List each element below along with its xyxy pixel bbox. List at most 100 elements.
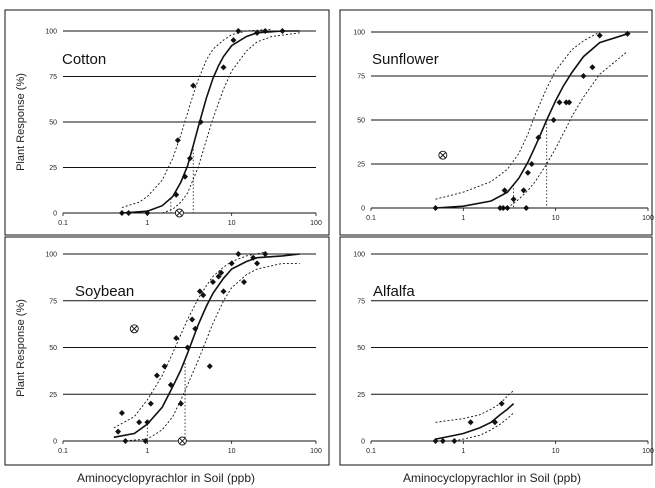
data-point bbox=[504, 205, 511, 211]
data-point bbox=[439, 438, 446, 444]
data-point bbox=[122, 438, 129, 444]
x-tick-label: 0.1 bbox=[58, 220, 68, 227]
data-point bbox=[254, 29, 261, 36]
fit-curve bbox=[113, 253, 300, 439]
x-axis-label-right: Aminocyclopyrachlor in Soil (ppb) bbox=[403, 471, 581, 485]
data-point bbox=[136, 419, 143, 426]
ci-upper-line bbox=[121, 28, 272, 208]
data-point bbox=[197, 119, 204, 125]
fit-curve bbox=[435, 403, 515, 440]
y-tick-label: 50 bbox=[357, 118, 365, 125]
data-point bbox=[173, 191, 180, 198]
y-tick-label: 75 bbox=[49, 74, 57, 81]
data-point bbox=[144, 210, 151, 216]
data-point bbox=[596, 32, 603, 39]
outlier-point bbox=[438, 150, 448, 160]
data-point bbox=[589, 64, 596, 71]
data-point bbox=[624, 30, 631, 37]
data-point bbox=[189, 316, 196, 323]
data-point bbox=[218, 269, 225, 276]
data-point bbox=[190, 82, 197, 89]
data-point bbox=[262, 28, 269, 34]
data-point bbox=[491, 419, 498, 426]
ci-upper-line bbox=[435, 31, 600, 200]
y-tick-label: 75 bbox=[357, 74, 365, 81]
x-tick-label: 100 bbox=[310, 220, 322, 227]
data-point bbox=[115, 428, 122, 435]
y-tick-label: 100 bbox=[45, 252, 57, 259]
x-tick-label: 10 bbox=[552, 448, 560, 455]
y-tick-label: 50 bbox=[49, 345, 57, 352]
data-point bbox=[240, 279, 247, 286]
x-tick-label: 100 bbox=[310, 448, 322, 455]
y-tick-label: 0 bbox=[53, 211, 57, 218]
x-tick-label: 100 bbox=[642, 448, 654, 455]
data-point bbox=[432, 438, 439, 444]
data-point bbox=[118, 409, 125, 416]
data-point bbox=[250, 254, 257, 261]
x-tick-label: 0.1 bbox=[366, 215, 376, 222]
y-tick-label: 25 bbox=[357, 162, 365, 169]
data-point bbox=[550, 117, 557, 123]
y-tick-label: 100 bbox=[353, 252, 365, 259]
data-point bbox=[510, 196, 517, 203]
species-label: Cotton bbox=[62, 51, 106, 68]
data-point bbox=[524, 169, 531, 176]
data-point bbox=[262, 251, 269, 257]
fit-curve bbox=[121, 30, 300, 214]
panel-frame bbox=[339, 236, 653, 466]
ci-lower-line bbox=[162, 32, 300, 214]
outlier-point bbox=[129, 324, 139, 334]
x-tick-label: 0.1 bbox=[58, 448, 68, 455]
y-tick-label: 100 bbox=[45, 29, 57, 36]
outlier-point bbox=[174, 208, 184, 218]
data-point bbox=[209, 279, 216, 286]
data-point bbox=[200, 292, 207, 299]
data-point bbox=[520, 187, 527, 194]
data-point bbox=[196, 288, 203, 295]
data-point bbox=[153, 372, 160, 379]
x-tick-label: 1 bbox=[461, 215, 465, 222]
panel-alfalfa: 0 25 50 75 100 0.1 1 10 100 Alfalfa bbox=[339, 236, 654, 466]
y-tick-label: 50 bbox=[49, 120, 57, 127]
y-axis-label-bottom: Plant Response (%) bbox=[15, 299, 27, 397]
data-point bbox=[500, 205, 507, 211]
data-point bbox=[230, 37, 237, 44]
y-tick-label: 25 bbox=[49, 165, 57, 172]
y-tick-label: 100 bbox=[353, 30, 365, 37]
data-point bbox=[192, 325, 199, 332]
ci-upper-line bbox=[113, 251, 266, 429]
data-point bbox=[279, 28, 286, 34]
ci-upper-line bbox=[435, 390, 514, 423]
data-point bbox=[167, 381, 174, 388]
x-tick-label: 1 bbox=[145, 220, 149, 227]
y-tick-label: 50 bbox=[357, 345, 365, 352]
data-point bbox=[161, 363, 168, 370]
x-axis-label-left: Aminocyclopyrachlor in Soil (ppb) bbox=[77, 471, 255, 485]
ci-lower-line bbox=[121, 262, 300, 442]
ci-lower-line bbox=[507, 51, 628, 209]
data-point bbox=[215, 273, 222, 280]
x-tick-label: 1 bbox=[145, 448, 149, 455]
x-tick-label: 1 bbox=[461, 448, 465, 455]
data-point bbox=[144, 419, 151, 426]
panel-frame bbox=[4, 236, 330, 466]
x-tick-label: 10 bbox=[552, 215, 560, 222]
data-point bbox=[125, 210, 132, 216]
x-tick-label: 100 bbox=[642, 215, 654, 222]
panel-frame bbox=[339, 9, 653, 236]
data-point bbox=[501, 187, 508, 194]
data-point bbox=[254, 260, 261, 267]
y-tick-label: 75 bbox=[49, 298, 57, 305]
y-tick-label: 0 bbox=[361, 439, 365, 446]
outlier-point bbox=[177, 436, 187, 446]
data-point bbox=[186, 155, 193, 162]
data-point bbox=[147, 400, 154, 407]
data-point bbox=[523, 205, 530, 211]
fit-curve bbox=[435, 33, 628, 209]
y-tick-label: 25 bbox=[357, 392, 365, 399]
y-axis-label-top: Plant Response (%) bbox=[15, 73, 27, 171]
panel-soybean: 0 25 50 75 100 0.1 1 10 100 Soybean bbox=[4, 236, 330, 466]
data-point bbox=[566, 99, 573, 106]
